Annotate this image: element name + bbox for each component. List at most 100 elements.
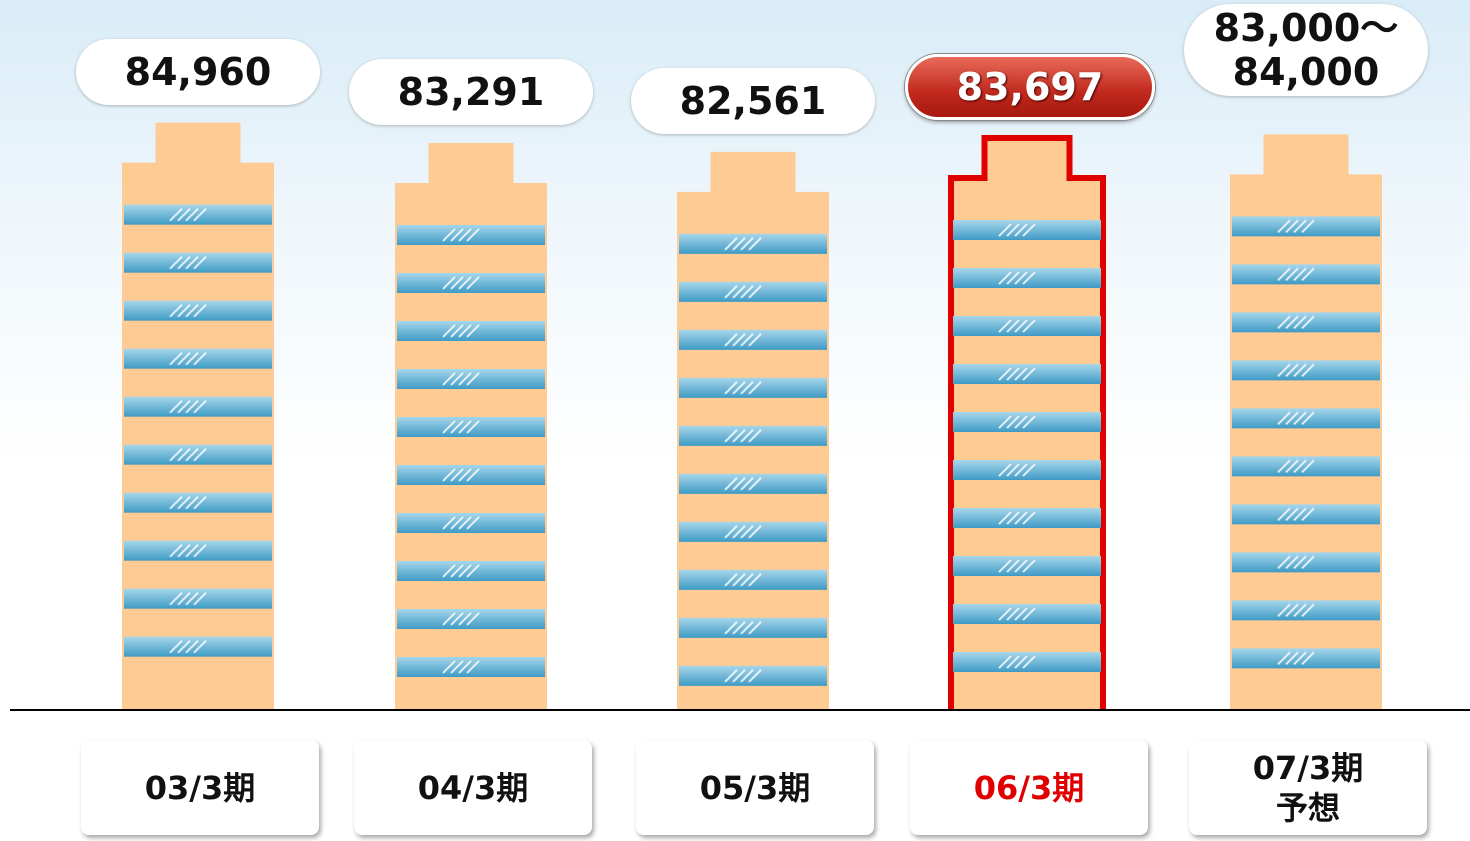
glare xyxy=(740,669,762,683)
window xyxy=(124,636,272,657)
window xyxy=(397,560,545,581)
window xyxy=(953,508,1101,529)
glare xyxy=(724,237,746,251)
window xyxy=(679,473,827,494)
glare xyxy=(724,669,746,683)
glare xyxy=(1277,363,1299,378)
glare xyxy=(169,639,191,654)
window xyxy=(124,252,272,273)
window xyxy=(397,464,545,485)
glare xyxy=(442,468,464,482)
glare xyxy=(442,612,464,626)
glare xyxy=(998,559,1020,573)
glare xyxy=(185,351,207,366)
window xyxy=(124,300,272,321)
glare xyxy=(1293,267,1315,282)
glare xyxy=(740,381,762,395)
glare xyxy=(998,223,1020,237)
glare xyxy=(1277,267,1299,282)
glare xyxy=(740,333,762,347)
window xyxy=(397,368,545,389)
glare xyxy=(740,477,762,491)
glare xyxy=(458,372,480,386)
x-tick-label: 05/3期 xyxy=(636,740,874,835)
window xyxy=(1232,312,1380,333)
glare xyxy=(1293,219,1315,234)
glare xyxy=(724,573,746,587)
glare xyxy=(1014,607,1036,621)
glare xyxy=(458,228,480,242)
window xyxy=(397,512,545,533)
window xyxy=(397,272,545,293)
glare xyxy=(169,447,191,462)
window xyxy=(1232,264,1380,285)
glare xyxy=(1277,555,1299,570)
window xyxy=(679,521,827,542)
window xyxy=(124,444,272,465)
window xyxy=(124,396,272,417)
glare xyxy=(740,621,762,635)
glare xyxy=(442,660,464,674)
glare xyxy=(724,621,746,635)
window xyxy=(1232,408,1380,429)
glare xyxy=(1277,315,1299,330)
window xyxy=(1232,216,1380,237)
glare xyxy=(1277,603,1299,618)
glare xyxy=(1293,459,1315,474)
glare xyxy=(740,573,762,587)
glare xyxy=(998,319,1020,333)
glare xyxy=(185,255,207,270)
window xyxy=(397,224,545,245)
glare xyxy=(442,372,464,386)
glare xyxy=(1293,315,1315,330)
window xyxy=(953,364,1101,385)
x-tick-label: 04/3期 xyxy=(354,740,592,835)
glare xyxy=(724,285,746,299)
glare xyxy=(1293,507,1315,522)
glare xyxy=(458,516,480,530)
window xyxy=(679,329,827,350)
window xyxy=(397,320,545,341)
window xyxy=(124,492,272,513)
window xyxy=(124,588,272,609)
glare xyxy=(740,285,762,299)
x-tick-label: 06/3期 xyxy=(910,740,1148,835)
window xyxy=(397,608,545,629)
glare xyxy=(458,564,480,578)
window xyxy=(679,377,827,398)
glare xyxy=(185,543,207,558)
glare xyxy=(1293,651,1315,666)
glare xyxy=(169,543,191,558)
glare xyxy=(724,477,746,491)
glare xyxy=(169,591,191,606)
glare xyxy=(1277,459,1299,474)
glare xyxy=(442,516,464,530)
window xyxy=(679,569,827,590)
window xyxy=(1232,552,1380,573)
glare xyxy=(724,429,746,443)
glare xyxy=(998,463,1020,477)
window xyxy=(124,540,272,561)
glare xyxy=(1014,223,1036,237)
window xyxy=(1232,456,1380,477)
glare xyxy=(740,237,762,251)
glare xyxy=(458,276,480,290)
window xyxy=(679,425,827,446)
glare xyxy=(169,207,191,222)
glare xyxy=(724,333,746,347)
glare xyxy=(1293,603,1315,618)
window xyxy=(397,416,545,437)
glare xyxy=(458,324,480,338)
glare xyxy=(1014,415,1036,429)
glare xyxy=(1277,411,1299,426)
window xyxy=(124,204,272,225)
glare xyxy=(185,639,207,654)
window xyxy=(679,233,827,254)
glare xyxy=(458,468,480,482)
glare xyxy=(1014,511,1036,525)
glare xyxy=(442,420,464,434)
value-label: 83,697 xyxy=(905,54,1155,121)
window xyxy=(953,604,1101,625)
glare xyxy=(998,271,1020,285)
